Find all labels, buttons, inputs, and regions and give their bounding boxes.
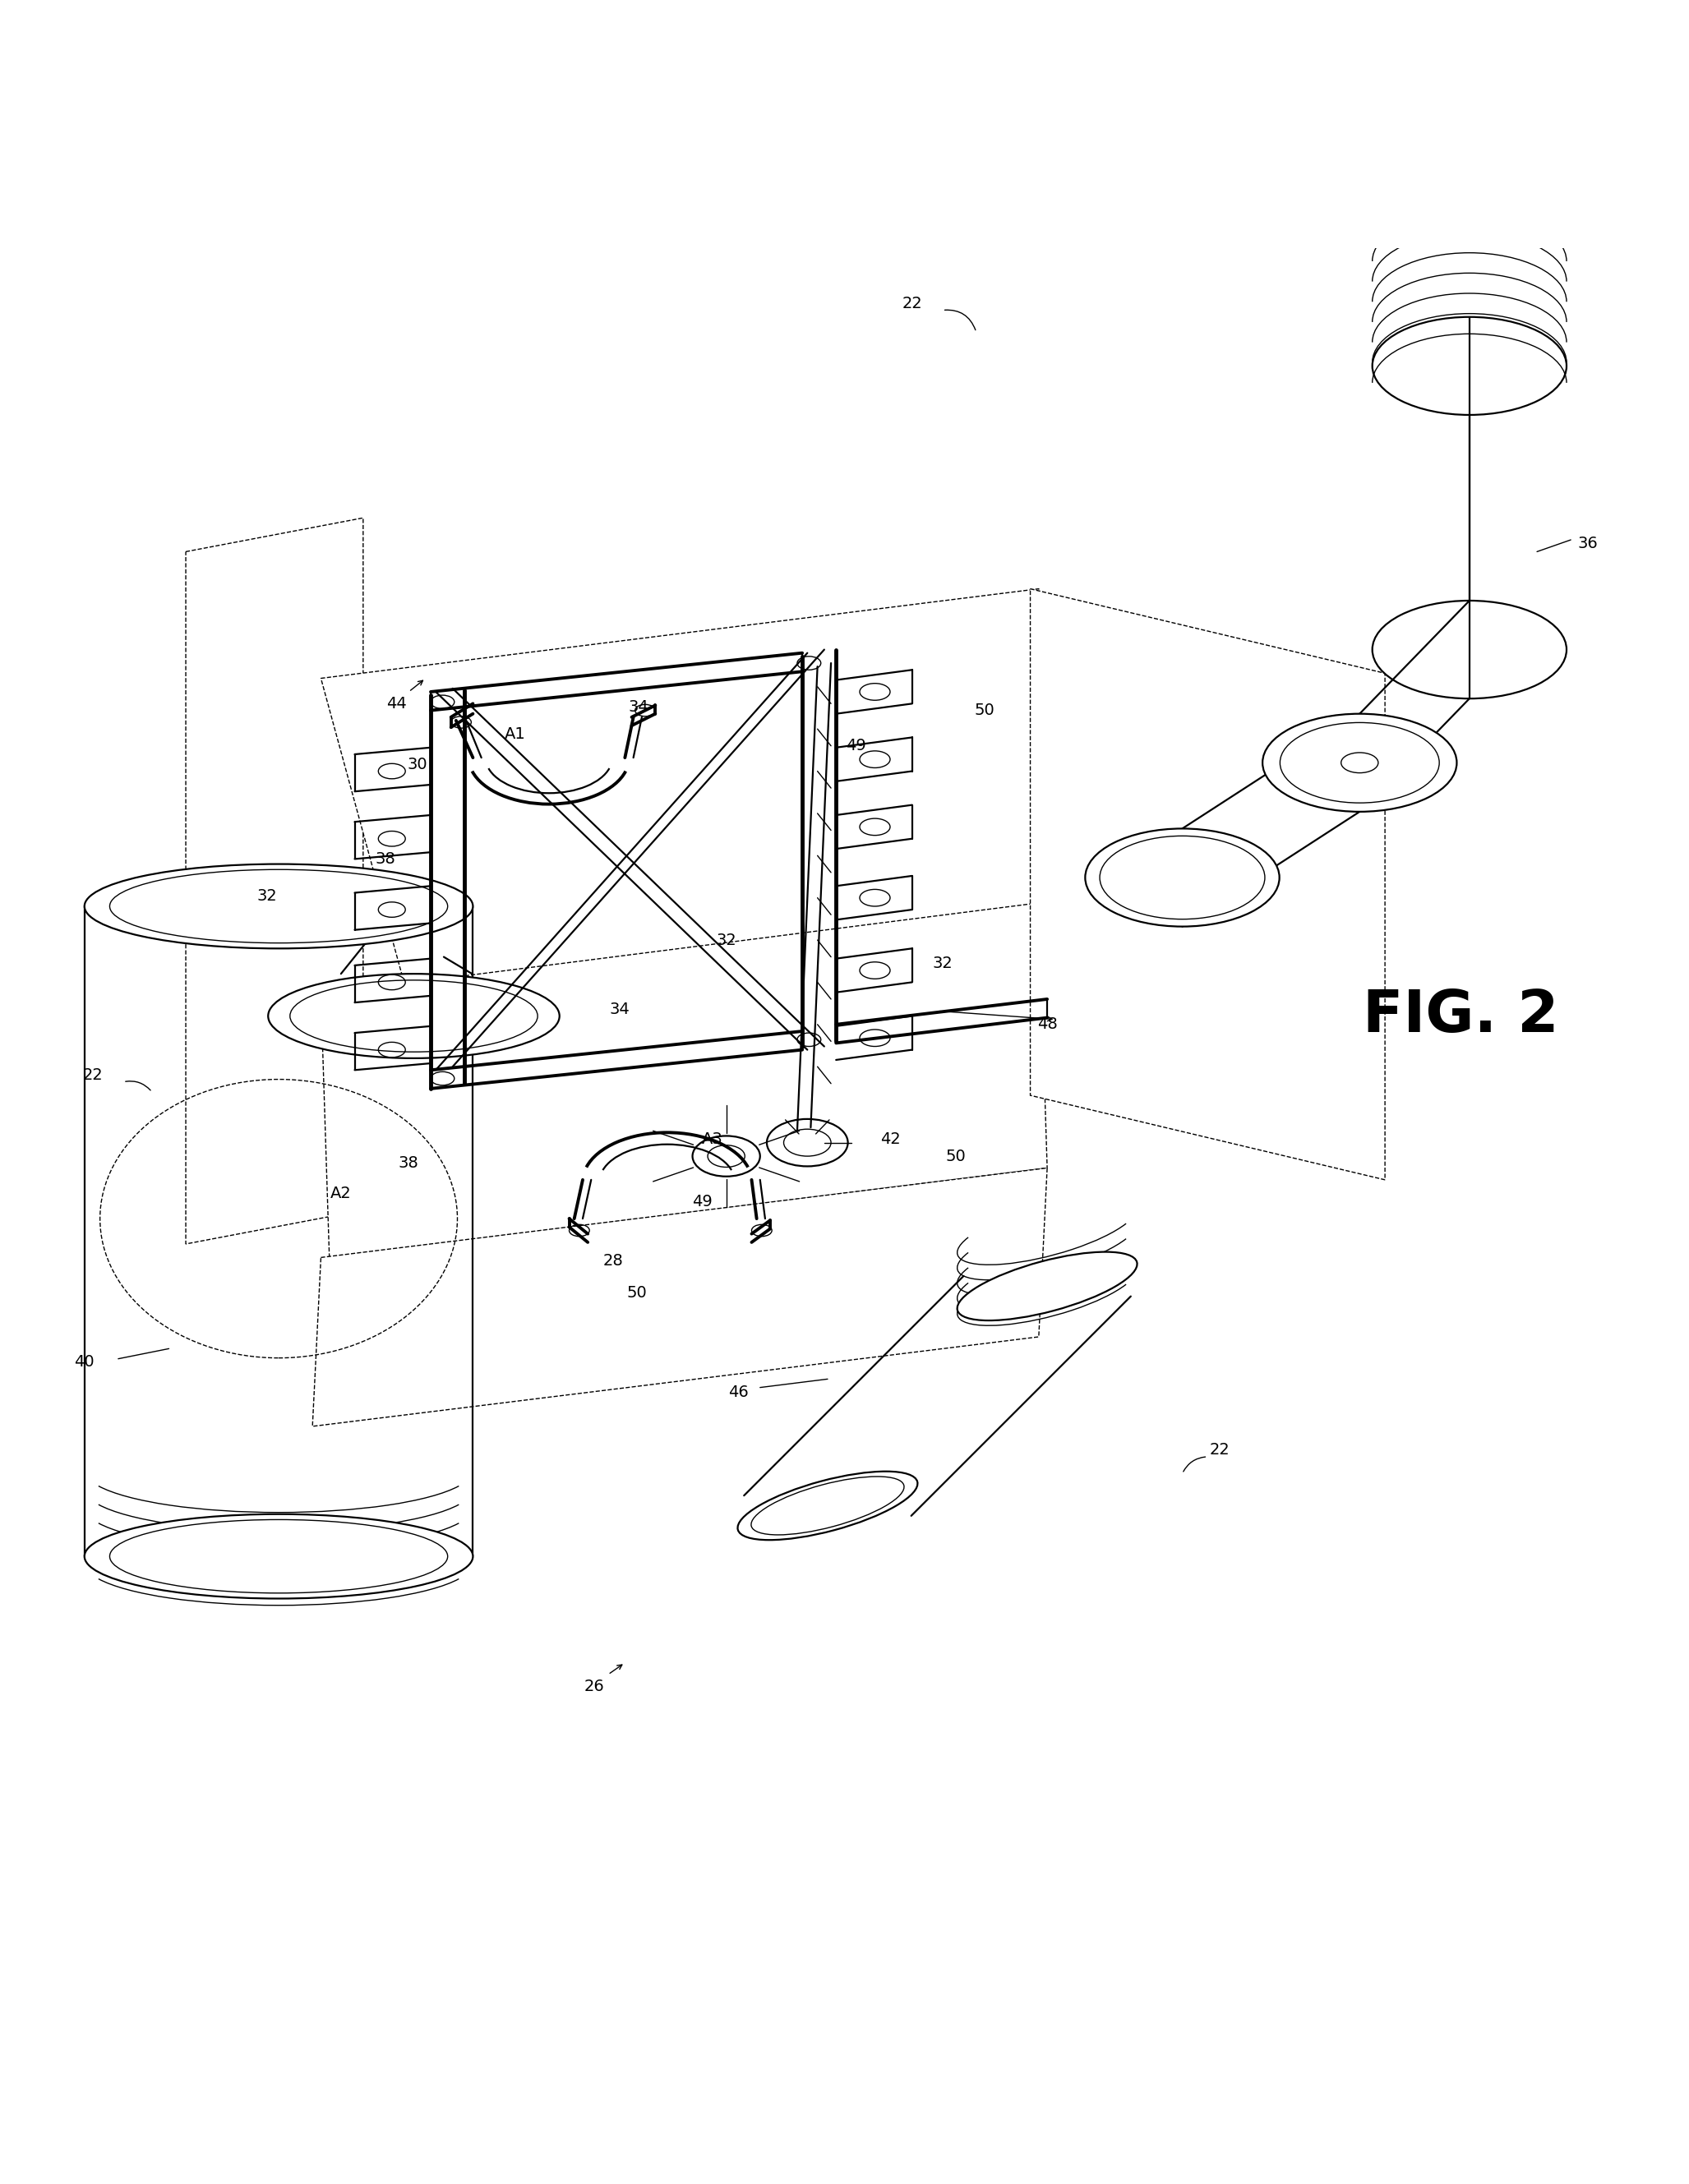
- Text: 49: 49: [692, 1195, 713, 1210]
- Text: 48: 48: [1037, 1018, 1057, 1033]
- Text: 50: 50: [627, 1284, 647, 1302]
- Text: 22: 22: [1209, 1441, 1230, 1457]
- Text: 36: 36: [1578, 535, 1598, 550]
- Ellipse shape: [738, 1472, 917, 1540]
- Ellipse shape: [1371, 601, 1567, 699]
- Polygon shape: [312, 1168, 1047, 1426]
- Polygon shape: [1030, 590, 1385, 1179]
- Ellipse shape: [269, 974, 559, 1059]
- Text: A1: A1: [505, 727, 525, 743]
- Text: 22: 22: [83, 1068, 103, 1083]
- Text: 38: 38: [375, 852, 395, 867]
- Polygon shape: [186, 518, 363, 1245]
- Text: 44: 44: [387, 697, 407, 712]
- Text: 50: 50: [946, 1149, 966, 1164]
- Ellipse shape: [1263, 714, 1456, 812]
- Text: 34: 34: [610, 1002, 630, 1018]
- Text: 40: 40: [74, 1354, 95, 1369]
- Text: A2: A2: [331, 1186, 351, 1201]
- Ellipse shape: [84, 865, 473, 948]
- Ellipse shape: [958, 1251, 1137, 1321]
- Text: 22: 22: [902, 295, 922, 312]
- Polygon shape: [321, 902, 1047, 1258]
- Text: 49: 49: [846, 738, 866, 753]
- Text: 28: 28: [603, 1254, 623, 1269]
- Text: 26: 26: [584, 1679, 605, 1695]
- Polygon shape: [321, 590, 1123, 987]
- Text: 32: 32: [716, 933, 736, 948]
- Text: FIG. 2: FIG. 2: [1363, 987, 1559, 1044]
- Text: 46: 46: [728, 1385, 748, 1400]
- Text: 30: 30: [407, 756, 427, 773]
- Text: 34: 34: [628, 699, 649, 714]
- Ellipse shape: [1086, 828, 1280, 926]
- Ellipse shape: [84, 1514, 473, 1599]
- Text: 42: 42: [880, 1131, 900, 1147]
- Text: 32: 32: [932, 957, 953, 972]
- Text: 50: 50: [975, 703, 995, 719]
- Text: 38: 38: [399, 1155, 419, 1171]
- Text: 32: 32: [257, 889, 277, 904]
- Text: A3: A3: [703, 1131, 723, 1147]
